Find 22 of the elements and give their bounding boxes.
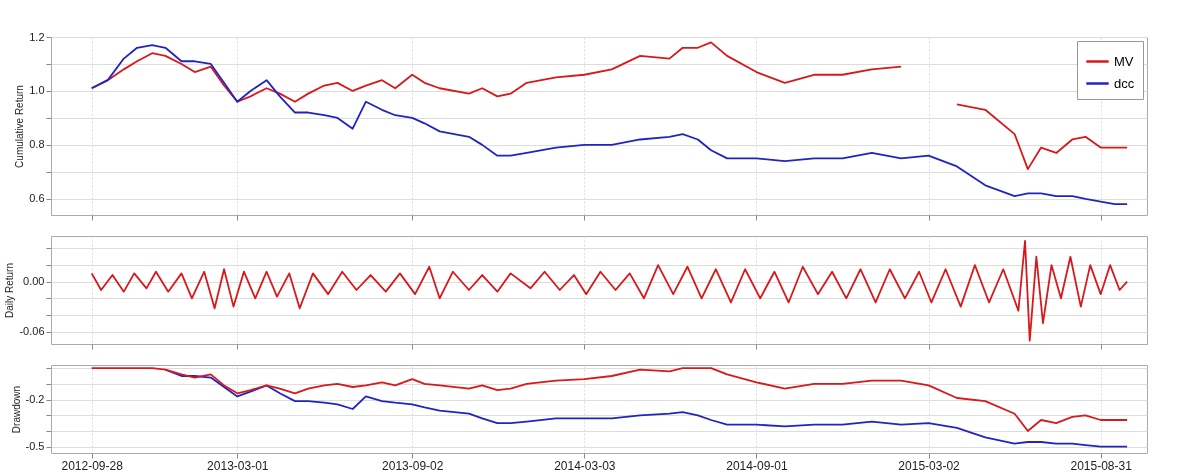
legend-label: MV bbox=[1114, 53, 1134, 69]
y-tick-label: -0.2 bbox=[25, 393, 45, 406]
legend-label: dcc bbox=[1114, 75, 1135, 91]
y-tick-label: 0.00 bbox=[23, 275, 45, 288]
x-tick-label: 2013-03-01 bbox=[207, 458, 269, 473]
y-axis-title: Cumulative Return bbox=[14, 85, 26, 168]
x-tick-label: 2015-03-02 bbox=[898, 458, 961, 473]
y-axis-title: Daily Return bbox=[4, 262, 16, 319]
line-series bbox=[90, 367, 1129, 432]
x-tick-label: 2014-03-03 bbox=[554, 458, 616, 473]
y-tick-label: 0.8 bbox=[29, 138, 45, 151]
y-tick-label: 1.2 bbox=[29, 30, 45, 43]
y-tick-label: -0.5 bbox=[25, 440, 45, 453]
x-tick-label: 2013-09-02 bbox=[382, 458, 444, 473]
x-tick-label: 2012-09-28 bbox=[61, 458, 124, 473]
y-axis-title: Drawdown bbox=[10, 385, 22, 434]
line-series bbox=[90, 240, 1129, 342]
y-tick-label: 1.0 bbox=[29, 84, 45, 97]
y-tick-label: 0.6 bbox=[29, 192, 45, 205]
x-tick-label: 2014-09-01 bbox=[726, 458, 788, 473]
y-tick-label: -0.06 bbox=[19, 325, 45, 338]
x-tick-label: 2015-08-31 bbox=[1070, 458, 1133, 473]
